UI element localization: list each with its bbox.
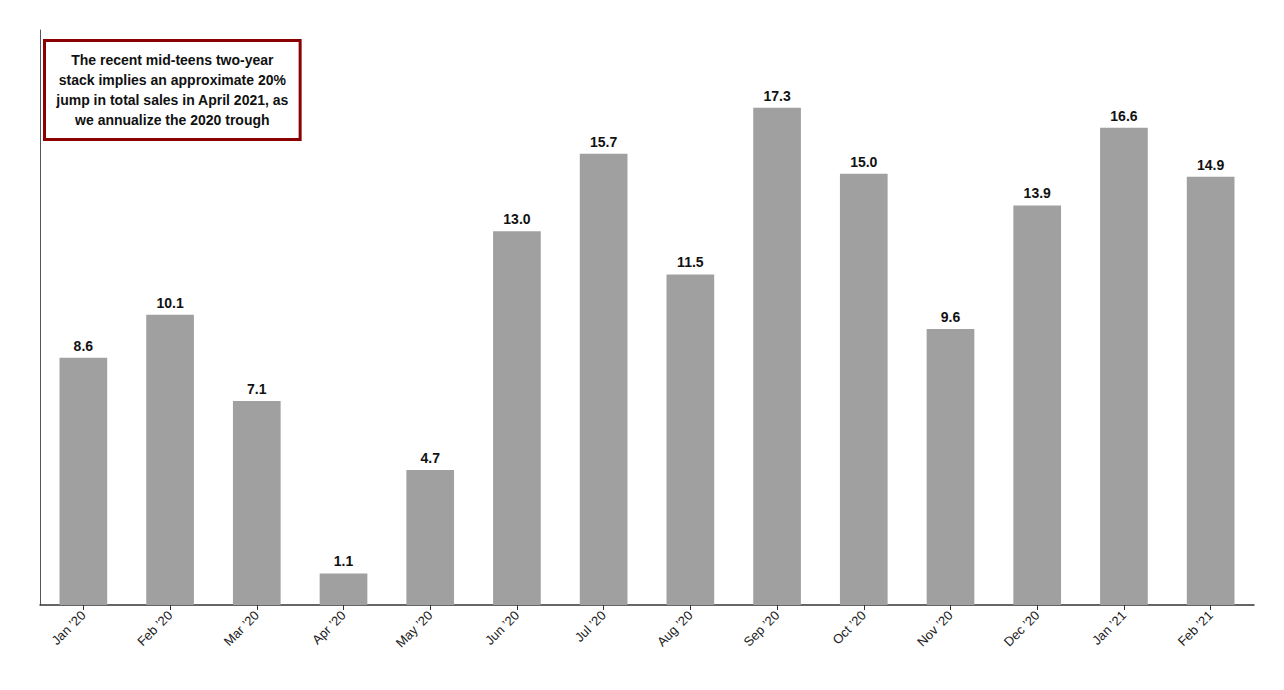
svg-text:Feb ’20: Feb ’20 [134,608,175,649]
svg-text:11.5: 11.5 [677,254,704,270]
svg-text:jump in total sales in April 2: jump in total sales in April 2021, as [55,92,288,108]
svg-text:stack implies an approximate 2: stack implies an approximate 20% [59,72,287,88]
svg-text:15.7: 15.7 [590,134,617,150]
svg-text:we annualize the 2020 trough: we annualize the 2020 trough [74,112,270,128]
svg-text:Oct ’20: Oct ’20 [829,608,869,648]
svg-text:Dec ’20: Dec ’20 [1001,608,1043,650]
svg-text:7.1: 7.1 [247,381,267,397]
svg-text:Nov ’20: Nov ’20 [914,608,956,650]
svg-text:Aug ’20: Aug ’20 [654,608,696,650]
svg-text:The recent mid-teens two-year: The recent mid-teens two-year [71,52,274,68]
svg-text:Feb ’21: Feb ’21 [1175,608,1216,649]
svg-text:May ’20: May ’20 [393,608,436,651]
svg-text:1.1: 1.1 [334,553,354,569]
svg-text:13.9: 13.9 [1024,185,1051,201]
svg-text:Apr ’20: Apr ’20 [309,608,349,648]
svg-text:Jan ’20: Jan ’20 [48,608,88,648]
svg-text:13.0: 13.0 [503,211,530,227]
svg-text:17.3: 17.3 [763,88,790,104]
svg-text:15.0: 15.0 [850,154,877,170]
svg-text:10.1: 10.1 [156,295,183,311]
svg-text:Jan ’21: Jan ’21 [1089,608,1129,648]
svg-text:Sep ’20: Sep ’20 [741,608,783,650]
svg-text:8.6: 8.6 [74,338,94,354]
svg-text:16.6: 16.6 [1110,108,1137,124]
svg-text:Mar ’20: Mar ’20 [221,608,262,649]
svg-text:14.9: 14.9 [1197,157,1224,173]
svg-text:Jun ’20: Jun ’20 [482,608,522,648]
svg-text:4.7: 4.7 [420,450,440,466]
svg-text:Jul ’20: Jul ’20 [572,608,609,645]
svg-text:9.6: 9.6 [941,309,961,325]
